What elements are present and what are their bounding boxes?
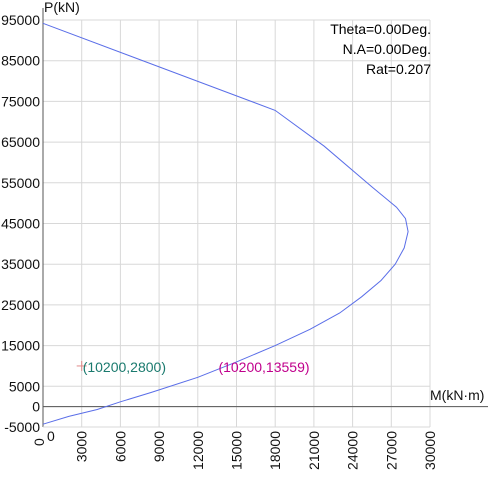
x-tick-label: 24000: [345, 431, 361, 470]
annotation-label: (10200,13559): [218, 359, 309, 375]
grid-lines: [43, 19, 431, 428]
y-tick-label: 65000: [1, 134, 40, 150]
x-tick-label: 6000: [112, 431, 128, 462]
annotations: (10200,2800) (10200,13559): [76, 359, 310, 375]
y-axis-title: P(kN): [44, 0, 80, 15]
x-tick-label: 12000: [190, 431, 206, 470]
y-tick-label: 45000: [1, 216, 40, 232]
x-tick-label: 3000: [74, 431, 90, 462]
interaction-curve: [42, 22, 409, 425]
y-tick-label: 35000: [1, 256, 40, 272]
x-tick-label: 30000: [422, 431, 438, 470]
y-tick-label: 25000: [1, 297, 40, 313]
y-tick-label: 85000: [1, 53, 40, 69]
y-tick-labels: -5000 0 5000 15000 25000 35000 45000 55000 65000…: [1, 12, 40, 435]
y-tick-label: 5000: [9, 378, 40, 394]
x-axis-title: M(kN·m): [430, 387, 484, 403]
x-tick-label: 15000: [229, 431, 245, 470]
x-origin-label: 0: [47, 428, 55, 444]
info-theta: Theta=0.00Deg.: [330, 21, 431, 37]
y-tick-label: 75000: [1, 93, 40, 109]
y-tick-label: -5000: [4, 419, 40, 435]
x-tick-label: 9000: [151, 431, 167, 462]
y-tick-label: 55000: [1, 175, 40, 191]
x-tick-labels: 3000 6000 9000 12000 15000 18000 21000 24000 270…: [74, 431, 438, 470]
info-neutral-axis: N.A=0.00Deg.: [343, 41, 431, 57]
x-origin-label-rotated: 0: [31, 438, 47, 446]
annotation-label: (10200,2800): [83, 359, 166, 375]
x-tick-label: 21000: [306, 431, 322, 470]
y-tick-label: 15000: [1, 338, 40, 354]
info-ratio: Rat=0.207: [366, 61, 431, 77]
y-tick-label: 95000: [1, 12, 40, 28]
x-tick-label: 27000: [383, 431, 399, 470]
x-tick-label: 18000: [267, 431, 283, 470]
axes: [42, 8, 488, 428]
y-tick-label: 0: [32, 399, 40, 415]
